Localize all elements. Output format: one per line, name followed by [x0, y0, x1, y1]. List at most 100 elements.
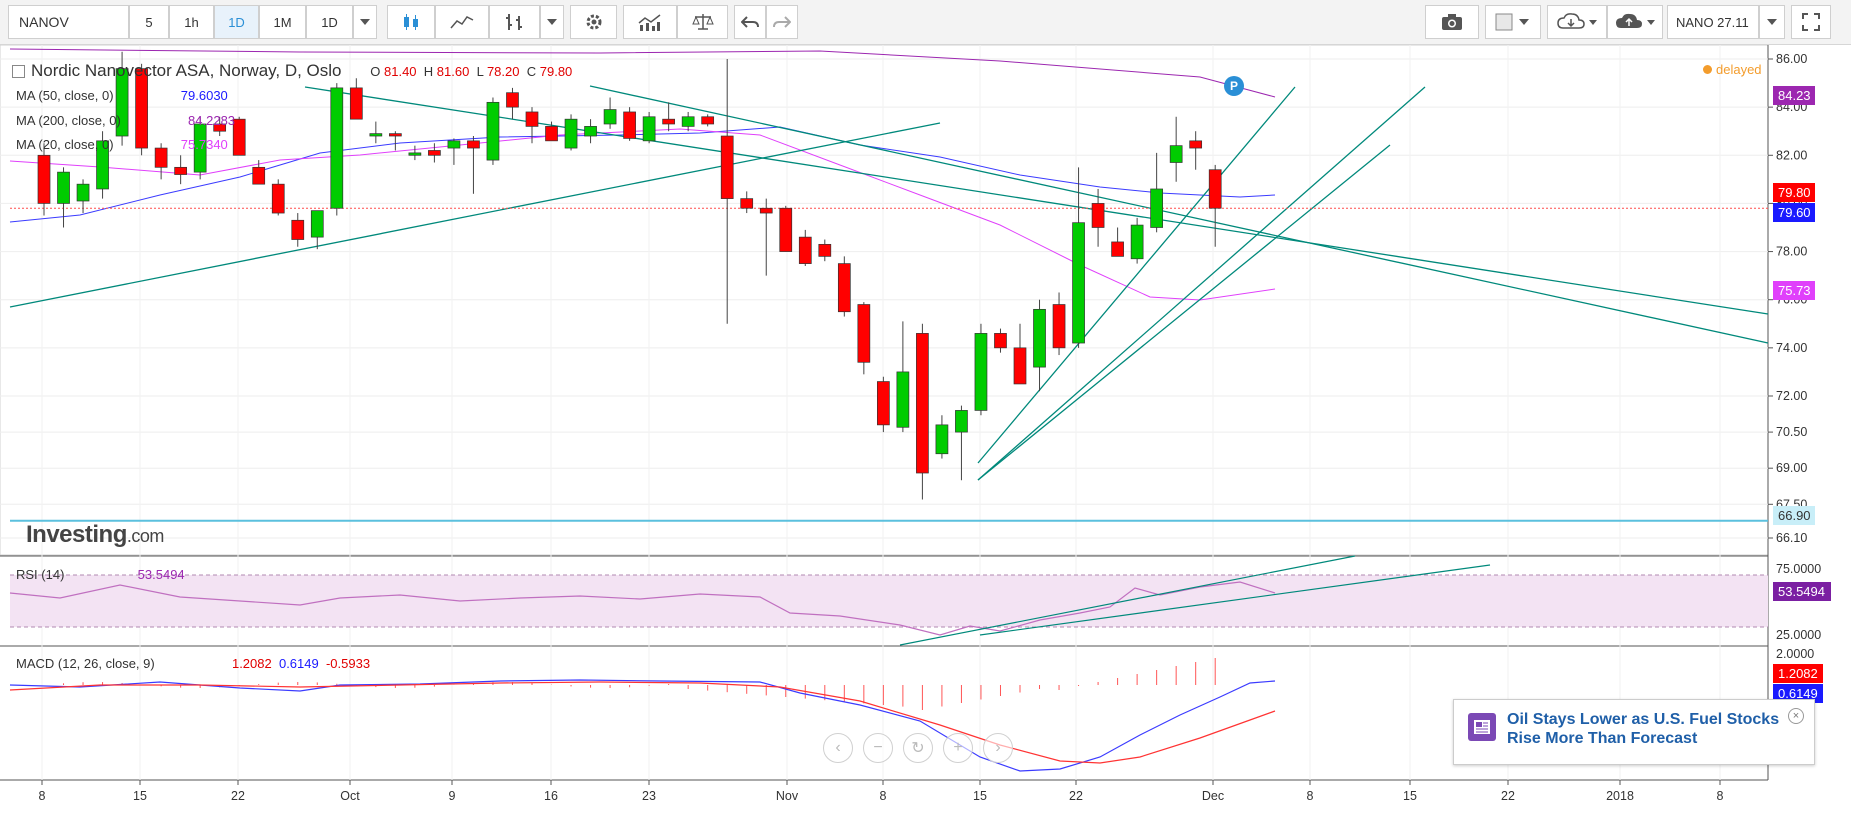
chart-title-row: Nordic Nanovector ASA, Norway, D, Oslo O…	[12, 61, 572, 81]
interval-5-button[interactable]: 5	[129, 5, 169, 39]
zoom-out-button[interactable]: −	[863, 733, 893, 763]
chart-canvas[interactable]: 86.0084.0082.0080.0078.0076.0074.0072.00…	[0, 44, 1851, 813]
candle-body	[447, 140, 461, 149]
macd-tick-label: 2.0000	[1776, 647, 1814, 661]
ma200-legend[interactable]: MA (200, close, 0) 84.2283	[16, 113, 235, 128]
ma50-value: 79.6030	[180, 88, 228, 103]
ma50-price-badge: 79.60	[1773, 203, 1815, 222]
chart-area[interactable]: 86.0084.0082.0080.0078.0076.0074.0072.00…	[0, 44, 1851, 813]
trend-line	[304, 86, 1769, 315]
cloud-upload-button[interactable]	[1607, 5, 1663, 39]
candle-body	[701, 116, 715, 125]
close-icon[interactable]: ×	[1788, 708, 1804, 724]
delayed-indicator: delayed	[1703, 62, 1762, 77]
candle-body	[1013, 347, 1027, 385]
chevron-down-icon	[1767, 19, 1777, 25]
candle-body	[37, 154, 51, 204]
chart-style-candles-button[interactable]	[387, 5, 435, 39]
macd-value-2: 0.6149	[278, 656, 319, 671]
ohlc-high: 81.60	[436, 64, 470, 79]
candle-body	[1111, 241, 1124, 257]
news-popup[interactable]: Oil Stays Lower as U.S. Fuel Stocks Rise…	[1453, 699, 1815, 765]
ma20-price-badge: 75.73	[1773, 281, 1815, 300]
candle-body	[428, 150, 441, 156]
trend-line	[589, 85, 1769, 344]
scroll-right-button[interactable]: ›	[983, 733, 1013, 763]
news-headline[interactable]: Oil Stays Lower as U.S. Fuel Stocks Rise…	[1507, 711, 1780, 747]
zoom-in-button[interactable]: +	[943, 733, 973, 763]
ohlc-low: 78.20	[486, 64, 520, 79]
symbol-input[interactable]: NANOV	[8, 5, 129, 39]
interval-dropdown-button[interactable]	[353, 5, 377, 39]
candle-body	[135, 68, 148, 149]
redo-icon	[773, 16, 791, 28]
scale-icon	[691, 14, 714, 30]
y-tick-label: 82.00	[1776, 148, 1807, 162]
candle-body	[232, 118, 246, 156]
ohlc-open: 81.40	[384, 64, 417, 79]
line-chart-icon	[450, 16, 474, 29]
indicators-button[interactable]	[623, 5, 677, 39]
snapshot-button[interactable]	[1425, 5, 1479, 39]
macd-signal-line	[9, 681, 1276, 764]
y-tick-label: 86.00	[1776, 52, 1807, 66]
scroll-left-button[interactable]: ‹	[823, 733, 853, 763]
gear-icon	[586, 14, 601, 30]
rsi-tick-label: 25.0000	[1776, 628, 1821, 642]
candles-icon	[404, 14, 418, 30]
candle-body	[389, 133, 402, 137]
interval-custom-button[interactable]: 1D	[306, 5, 353, 39]
interval-1m-button[interactable]: 1M	[259, 5, 306, 39]
rsi-label: RSI (14)	[16, 567, 65, 582]
collapse-toggle-icon[interactable]	[12, 65, 25, 79]
interval-1h-button[interactable]: 1h	[169, 5, 214, 39]
cloud-download-button[interactable]	[1547, 5, 1607, 39]
macd-legend[interactable]: MACD (12, 26, close, 9) 1.2082 0.6149 -0…	[16, 656, 370, 671]
settings-button[interactable]	[570, 5, 617, 39]
quote-dropdown-button[interactable]	[1759, 5, 1785, 39]
event-marker[interactable]: P	[1224, 76, 1244, 96]
candle-body	[467, 140, 480, 149]
interval-1d-button[interactable]: 1D	[214, 5, 259, 39]
x-tick-label: 16	[544, 789, 558, 803]
candle-body	[935, 424, 949, 455]
candle-body	[369, 133, 383, 137]
delayed-dot-icon	[1703, 65, 1712, 74]
candle-body	[1091, 203, 1105, 228]
rsi-line	[9, 581, 1276, 636]
rsi-value: 53.5494	[137, 567, 185, 582]
candle-body	[57, 171, 70, 204]
undo-button[interactable]	[734, 5, 766, 39]
chart-style-bars-button[interactable]	[489, 5, 540, 39]
candle-body	[662, 118, 675, 125]
ma20-line	[9, 128, 1276, 301]
ma50-legend[interactable]: MA (50, close, 0) 79.6030	[16, 88, 228, 103]
chart-title: Nordic Nanovector ASA, Norway, D, Oslo	[31, 61, 342, 80]
trend-line	[977, 86, 1426, 481]
redo-button[interactable]	[766, 5, 798, 39]
ma20-legend[interactable]: MA (20, close, 0) 75.7340	[16, 137, 228, 152]
investing-logo: Investing.com	[26, 521, 164, 549]
candle-body	[877, 381, 890, 426]
fullscreen-button[interactable]	[1791, 5, 1831, 39]
quote-label: NANO 27.11	[1676, 14, 1749, 30]
chart-style-line-button[interactable]	[435, 5, 489, 39]
candle-body	[857, 304, 871, 363]
chart-style-dropdown-button[interactable]	[540, 5, 564, 39]
logo-suffix: .com	[126, 526, 165, 546]
candle-body	[486, 101, 500, 161]
chart-toolbar: NANOV 5 1h 1D 1M 1D NANO 2	[0, 0, 1851, 45]
x-tick-label: Oct	[340, 789, 360, 803]
refresh-icon: ↻	[911, 740, 925, 757]
quote-selector[interactable]: NANO 27.11	[1667, 5, 1759, 39]
candle-body	[603, 109, 617, 125]
rsi-legend[interactable]: RSI (14) 53.5494	[16, 567, 185, 582]
compare-button[interactable]	[677, 5, 728, 39]
candle-body	[271, 183, 285, 214]
reset-button[interactable]: ↻	[903, 733, 933, 763]
candle-body	[115, 68, 129, 137]
color-swatch-icon	[1495, 13, 1529, 31]
ohlc-low-label: L	[476, 64, 484, 79]
color-picker-button[interactable]	[1485, 5, 1541, 39]
logo-text: Investing	[26, 521, 127, 548]
